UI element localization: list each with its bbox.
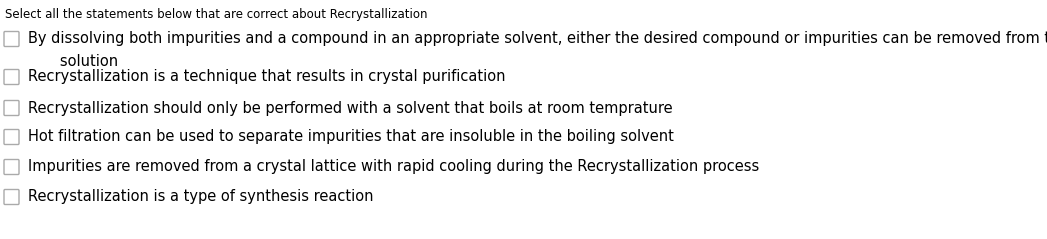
Text: Impurities are removed from a crystal lattice with rapid cooling during the Recr: Impurities are removed from a crystal la…: [28, 159, 759, 174]
Text: Recrystallization is a type of synthesis reaction: Recrystallization is a type of synthesis…: [28, 190, 374, 205]
Text: Recrystallization should only be performed with a solvent that boils at room tem: Recrystallization should only be perform…: [28, 101, 672, 115]
Text: Hot filtration can be used to separate impurities that are insoluble in the boil: Hot filtration can be used to separate i…: [28, 130, 674, 145]
Text: solution: solution: [46, 54, 118, 69]
Text: By dissolving both impurities and a compound in an appropriate solvent, either t: By dissolving both impurities and a comp…: [28, 32, 1047, 47]
Text: Select all the statements below that are correct about Recrystallization: Select all the statements below that are…: [5, 8, 427, 21]
Text: Recrystallization is a technique that results in crystal purification: Recrystallization is a technique that re…: [28, 70, 506, 85]
